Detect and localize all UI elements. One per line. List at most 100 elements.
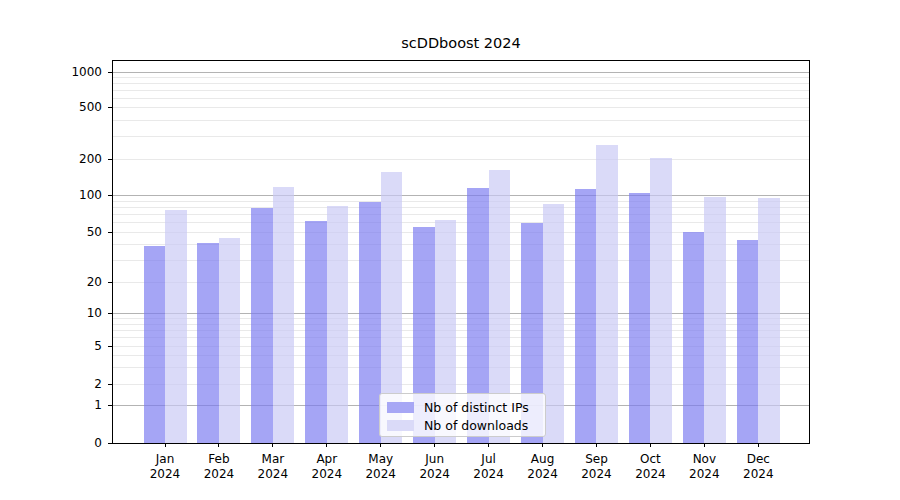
y-tick-label: 100 — [42, 187, 102, 203]
x-tick-month: May — [354, 452, 408, 467]
x-tick-label: Apr2024 — [300, 452, 354, 482]
x-tick-label: Dec2024 — [731, 452, 785, 482]
legend-entry-distinct-ips: Nb of distinct IPs — [387, 398, 545, 416]
x-tick-year: 2024 — [138, 467, 192, 482]
gridline-minor — [113, 136, 809, 137]
x-tick-month: Dec — [731, 452, 785, 467]
gridline-major — [113, 195, 809, 196]
x-tick-year: 2024 — [731, 467, 785, 482]
gridline-major — [113, 72, 809, 73]
x-tick-label: Oct2024 — [623, 452, 677, 482]
x-tick-year: 2024 — [246, 467, 300, 482]
x-tick-mark — [758, 443, 759, 447]
bar-downloads-apr — [327, 206, 349, 443]
x-tick-year: 2024 — [354, 467, 408, 482]
y-tick-label: 500 — [42, 99, 102, 115]
legend-entry-downloads: Nb of downloads — [387, 416, 545, 434]
legend-swatch-downloads — [387, 420, 414, 431]
bar-distinct-ips-jan — [144, 246, 166, 443]
bar-distinct-ips-may — [359, 202, 381, 443]
x-tick-year: 2024 — [192, 467, 246, 482]
y-tick-label: 5 — [42, 338, 102, 354]
x-tick-mark — [650, 443, 651, 447]
bar-distinct-ips-sep — [575, 189, 597, 443]
x-tick-label: Jun2024 — [408, 452, 462, 482]
x-tick-year: 2024 — [462, 467, 516, 482]
y-tick-label: 0 — [42, 435, 102, 451]
x-tick-month: Jun — [408, 452, 462, 467]
x-tick-year: 2024 — [677, 467, 731, 482]
y-tick-mark — [108, 346, 112, 347]
bar-distinct-ips-mar — [251, 208, 273, 443]
gridline-minor — [113, 83, 809, 84]
x-tick-mark — [488, 443, 489, 447]
bar-distinct-ips-dec — [737, 240, 759, 443]
x-tick-month: Aug — [516, 452, 570, 467]
x-tick-mark — [596, 443, 597, 447]
bar-distinct-ips-feb — [197, 243, 219, 443]
x-tick-month: Feb — [192, 452, 246, 467]
y-tick-mark — [108, 282, 112, 283]
x-tick-label: Jul2024 — [462, 452, 516, 482]
y-tick-mark — [108, 159, 112, 160]
y-tick-mark — [108, 313, 112, 314]
y-tick-label: 1 — [42, 397, 102, 413]
x-tick-year: 2024 — [408, 467, 462, 482]
legend-label-downloads: Nb of downloads — [414, 418, 528, 433]
chart-title: scDDboost 2024 — [112, 35, 810, 51]
x-tick-label: May2024 — [354, 452, 408, 482]
x-tick-mark — [704, 443, 705, 447]
bar-downloads-dec — [758, 198, 780, 443]
bar-distinct-ips-oct — [629, 193, 651, 443]
gridline-minor — [113, 98, 809, 99]
y-tick-mark — [108, 443, 112, 444]
gridline-minor — [113, 120, 809, 121]
x-tick-mark — [542, 443, 543, 447]
x-tick-month: Sep — [569, 452, 623, 467]
bar-downloads-jan — [165, 210, 187, 443]
x-tick-mark — [434, 443, 435, 447]
bar-downloads-oct — [650, 158, 672, 443]
x-tick-month: Apr — [300, 452, 354, 467]
x-tick-label: Aug2024 — [516, 452, 570, 482]
x-tick-label: Nov2024 — [677, 452, 731, 482]
bar-downloads-feb — [219, 238, 241, 443]
x-tick-month: Oct — [623, 452, 677, 467]
x-tick-label: Jan2024 — [138, 452, 192, 482]
legend: Nb of distinct IPs Nb of downloads — [379, 393, 546, 437]
y-tick-label: 20 — [42, 274, 102, 290]
bar-downloads-nov — [704, 197, 726, 443]
y-tick-label: 200 — [42, 151, 102, 167]
x-tick-month: Mar — [246, 452, 300, 467]
y-tick-mark — [108, 384, 112, 385]
bar-distinct-ips-nov — [683, 232, 705, 443]
chart-figure: scDDboost 2024 Jan2024Feb2024Mar2024Apr2… — [0, 0, 900, 500]
x-tick-month: Jul — [462, 452, 516, 467]
y-tick-mark — [108, 107, 112, 108]
bar-downloads-sep — [596, 145, 618, 443]
x-tick-label: Sep2024 — [569, 452, 623, 482]
x-tick-mark — [218, 443, 219, 447]
gridline-minor — [113, 90, 809, 91]
y-tick-mark — [108, 405, 112, 406]
y-tick-mark — [108, 232, 112, 233]
y-tick-mark — [108, 195, 112, 196]
x-tick-year: 2024 — [516, 467, 570, 482]
gridline-minor — [113, 107, 809, 108]
y-tick-label: 10 — [42, 305, 102, 321]
x-tick-month: Jan — [138, 452, 192, 467]
x-tick-mark — [272, 443, 273, 447]
y-tick-label: 2 — [42, 376, 102, 392]
y-tick-label: 50 — [42, 224, 102, 240]
x-tick-year: 2024 — [569, 467, 623, 482]
bar-downloads-mar — [273, 187, 295, 443]
x-tick-label: Mar2024 — [246, 452, 300, 482]
gridline-minor — [113, 159, 809, 160]
x-tick-mark — [326, 443, 327, 447]
legend-label-distinct-ips: Nb of distinct IPs — [414, 400, 529, 415]
y-tick-label: 1000 — [42, 64, 102, 80]
gridline-minor — [113, 77, 809, 78]
legend-swatch-distinct-ips — [387, 402, 414, 413]
bar-distinct-ips-apr — [305, 221, 327, 443]
x-tick-mark — [380, 443, 381, 447]
